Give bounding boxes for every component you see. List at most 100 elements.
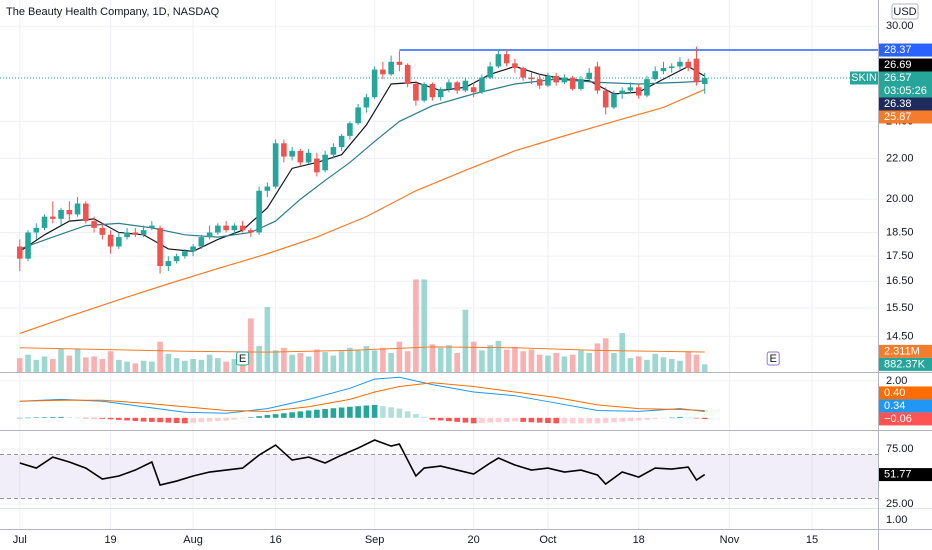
volume-bar xyxy=(256,346,262,372)
macd-histogram-bar xyxy=(693,417,700,419)
volume-bar xyxy=(454,352,460,372)
y-tick-label: 25.00 xyxy=(886,498,914,510)
chart-title: The Beauty Health Company, 1D, NASDAQ xyxy=(6,6,220,18)
volume-bar xyxy=(495,340,502,372)
volume-bar xyxy=(396,341,403,372)
macd-histogram-bar xyxy=(25,417,31,419)
x-tick-label: 18 xyxy=(633,534,645,546)
earnings-marker xyxy=(236,351,250,366)
macd-histogram-bar xyxy=(314,409,320,418)
symbol-label: SKIN xyxy=(851,72,877,84)
rsi-line xyxy=(19,439,706,486)
volume-bar xyxy=(305,356,312,372)
candle-body xyxy=(454,82,460,91)
macd-histogram-bar xyxy=(553,417,559,424)
volume-bar xyxy=(99,359,106,372)
volume-bar xyxy=(644,359,650,372)
macd-histogram-bar xyxy=(578,417,584,424)
price-tag xyxy=(879,357,932,371)
candle-body xyxy=(611,93,617,108)
price-tag-label: 28.37 xyxy=(884,44,912,56)
macd-histogram-bar xyxy=(611,417,617,423)
macd-histogram-bar xyxy=(404,411,411,418)
volume-bar xyxy=(479,350,485,372)
y-tick-label: 17.50 xyxy=(886,250,914,262)
y-tick-label: 16.50 xyxy=(886,275,914,287)
macd-histogram-bar xyxy=(239,417,246,419)
candle-body xyxy=(512,63,518,69)
currency-box[interactable] xyxy=(891,3,919,20)
candle-body xyxy=(553,75,559,83)
macd-histogram-bar xyxy=(677,416,683,418)
candle-body xyxy=(157,227,163,267)
candle-body xyxy=(388,61,394,75)
volume-bar xyxy=(289,354,295,372)
price-tag-label: 0.40 xyxy=(884,387,905,399)
macd-histogram-bar xyxy=(627,417,634,422)
macd-histogram-bar xyxy=(347,406,353,418)
candle-body xyxy=(83,203,89,222)
candle-body xyxy=(479,77,485,93)
volume-bar xyxy=(314,349,320,372)
candle-body xyxy=(578,79,584,89)
macd-histogram-bar xyxy=(446,417,452,422)
volume-bar xyxy=(165,353,172,372)
candle-body xyxy=(231,225,238,231)
macd-histogram-bar xyxy=(512,417,518,422)
macd-histogram-bar xyxy=(421,416,427,418)
volume-bar xyxy=(124,361,130,372)
volume-bar xyxy=(437,347,444,372)
y-tick-label: 14.50 xyxy=(886,330,914,342)
signal-line xyxy=(19,382,705,412)
macd-histogram-bar xyxy=(413,414,419,418)
price-tag-label: 26.57 xyxy=(884,72,912,84)
macd-histogram-bar xyxy=(652,417,659,420)
volume-bar xyxy=(58,348,64,372)
candle-body xyxy=(206,232,213,238)
y-tick-label: 30.00 xyxy=(886,20,914,32)
macd-histogram-bar xyxy=(470,417,477,424)
candle-body xyxy=(33,227,40,233)
volume-bar xyxy=(545,355,551,372)
pane-label: 1.00 xyxy=(886,514,907,526)
candle-body xyxy=(322,154,328,171)
macd-histogram-bar xyxy=(91,417,97,419)
volume-bar xyxy=(660,357,667,372)
candle-body xyxy=(470,87,477,93)
volume-bar xyxy=(528,349,535,372)
volume-bar xyxy=(512,346,518,372)
candle-body xyxy=(190,246,196,252)
volume-bar xyxy=(338,351,345,372)
candle-body xyxy=(116,237,122,247)
earnings-label: E xyxy=(770,353,777,365)
macd-histogram-bar xyxy=(140,417,147,422)
candle-body xyxy=(239,225,246,231)
price-tag xyxy=(879,110,932,124)
candle-body xyxy=(495,54,502,67)
price-tag-label: 25.87 xyxy=(884,111,912,123)
candle-body xyxy=(602,90,609,108)
volume-bar xyxy=(677,360,683,372)
macd-histogram-bar xyxy=(173,417,180,423)
y-tick-label: 20.00 xyxy=(886,193,914,205)
volume-bar xyxy=(652,353,659,372)
x-tick-label: Jul xyxy=(13,534,27,546)
macd-histogram-bar xyxy=(668,417,675,419)
volume-bar xyxy=(371,350,378,372)
macd-histogram-bar xyxy=(16,417,23,419)
macd-histogram-bar xyxy=(182,417,188,424)
candle-body xyxy=(396,61,403,65)
price-tag-label: 0.34 xyxy=(884,400,905,412)
candle-body xyxy=(668,66,675,69)
volume-bar xyxy=(149,361,155,372)
macd-histogram-bar xyxy=(215,417,221,422)
candle-body xyxy=(16,246,23,259)
volume-bar xyxy=(157,341,163,372)
volume-bar xyxy=(33,359,40,372)
price-tag-label: 2.311M xyxy=(884,345,920,357)
macd-histogram-bar xyxy=(380,406,386,418)
price-tag xyxy=(879,97,932,111)
macd-histogram-bar xyxy=(371,404,378,418)
